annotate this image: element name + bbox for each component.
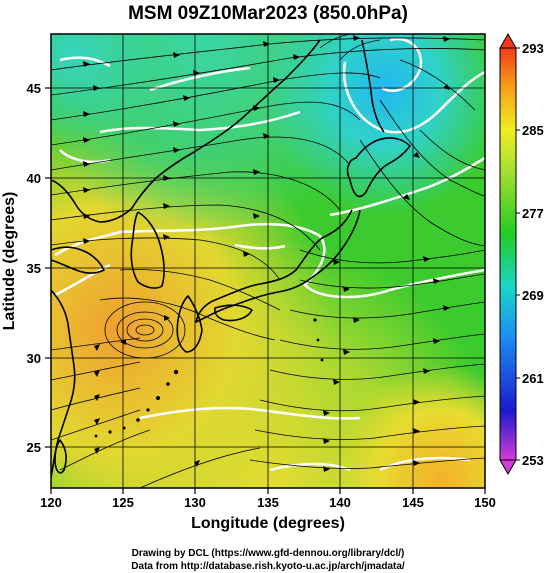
y-tick-label: 30 [27, 351, 41, 366]
y-tick-label: 40 [27, 171, 41, 186]
coast-hokkaido [346, 137, 411, 198]
coast-kyushu [176, 295, 203, 353]
coast-china-east [51, 289, 76, 479]
x-axis-label: Longitude (degrees) [191, 515, 345, 532]
colorbar-bottom-arrow [499, 459, 517, 476]
y-axis: 45 40 35 30 25 Latitude (degrees) [1, 81, 51, 455]
colorbar-tick-label: 269 [522, 288, 544, 303]
colorbar-tick-label: 277 [522, 206, 544, 221]
coast-sakhalin [361, 39, 385, 133]
colorbar-tick-label: 261 [522, 371, 544, 386]
coast-korea [130, 211, 165, 289]
map-plot-area [51, 34, 485, 488]
coast-taiwan [54, 439, 67, 474]
wind-streamlines [51, 34, 485, 488]
x-tick-label: 145 [402, 495, 424, 510]
x-tick-label: 150 [474, 495, 496, 510]
x-tick-label: 125 [112, 495, 134, 510]
ryukyu-islands [94, 318, 324, 438]
x-axis: 120 125 130 135 140 145 150 Longitude (d… [40, 488, 496, 532]
colorbar: 293 285 277 269 261 253 [499, 32, 544, 476]
coast-honshu [195, 209, 361, 323]
y-tick-label: 25 [27, 440, 41, 455]
coast-shandong [51, 246, 105, 274]
chart-title: MSM 09Z10Mar2023 (850.0hPa) [128, 3, 408, 24]
colorbar-tick-label: 253 [522, 453, 544, 468]
y-axis-label: Latitude (degrees) [1, 192, 18, 331]
x-tick-label: 140 [329, 495, 351, 510]
x-tick-label: 120 [40, 495, 62, 510]
colorbar-tick-label: 293 [522, 41, 544, 56]
isotherm-contours [54, 37, 485, 472]
y-tick-label: 45 [27, 81, 41, 96]
credit-line-data: Data from http://database.rish.kyoto-u.a… [131, 561, 405, 572]
grid-lines [51, 34, 485, 488]
credit-line-drawing: Drawing by DCL (https://www.gfd-dennou.o… [132, 548, 405, 559]
coast-shikoku [214, 304, 253, 322]
x-tick-label: 130 [184, 495, 206, 510]
colorbar-tick-label: 285 [522, 123, 544, 138]
y-tick-label: 35 [27, 261, 41, 276]
coastlines [51, 39, 411, 479]
colorbar-top-arrow [499, 32, 517, 49]
colorbar-gradient [499, 47, 517, 461]
x-tick-label: 135 [257, 495, 279, 510]
